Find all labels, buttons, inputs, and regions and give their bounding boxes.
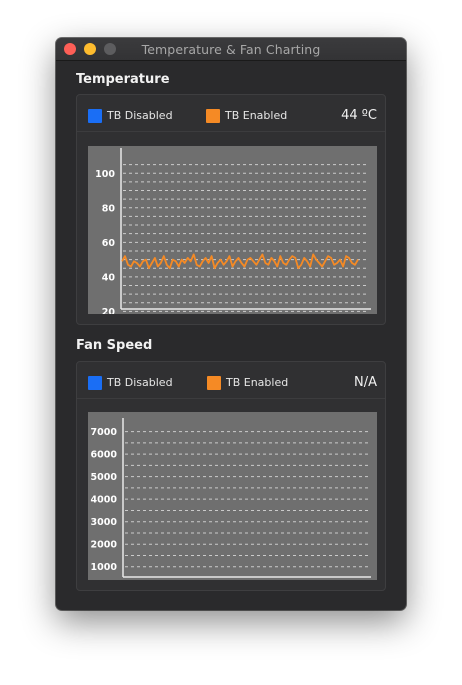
y-tick-label: 3000 (91, 517, 118, 528)
y-tick-label: 2000 (91, 540, 118, 551)
app-window: Temperature & Fan Charting Temperature T… (56, 38, 406, 610)
y-tick-label: 1000 (91, 562, 118, 573)
fan-speed-readout: N/A (354, 375, 377, 390)
tb-enabled-series-line (121, 253, 359, 270)
title-bar[interactable]: Temperature & Fan Charting (56, 38, 406, 61)
tb-enabled-label: TB Enabled (226, 376, 289, 389)
tb-disabled-swatch (88, 376, 102, 390)
y-tick-label: 5000 (91, 472, 118, 483)
fan-speed-chart: 7000 6000 5000 4000 3000 2000 1000 (88, 412, 377, 580)
y-tick-label: 60 (102, 238, 116, 249)
y-tick-label: 20 (102, 307, 116, 314)
y-tick-label: 6000 (91, 450, 118, 461)
fan-speed-chart-svg: 7000 6000 5000 4000 3000 2000 1000 (91, 418, 371, 578)
zoom-window-button[interactable] (104, 43, 116, 55)
temperature-chart: 100 80 60 40 20 (88, 146, 377, 314)
temperature-panel: TB Disabled TB Enabled 44 ºC 100 80 60 40 20 (76, 94, 386, 325)
temperature-readout: 44 ºC (341, 108, 377, 123)
tb-disabled-swatch (88, 109, 102, 123)
temperature-section-title: Temperature (76, 72, 170, 87)
tb-disabled-label: TB Disabled (107, 109, 173, 122)
close-window-button[interactable] (64, 43, 76, 55)
tb-enabled-label: TB Enabled (225, 109, 288, 122)
temperature-chart-svg: 100 80 60 40 20 (95, 148, 371, 314)
temperature-legend: TB Disabled TB Enabled 44 ºC (77, 95, 385, 132)
tb-enabled-swatch (206, 109, 220, 123)
fan-speed-panel: TB Disabled TB Enabled N/A 7000 6000 5000 4… (76, 361, 386, 591)
y-tick-label: 7000 (91, 427, 118, 438)
y-tick-label: 100 (95, 169, 115, 180)
fan-speed-legend: TB Disabled TB Enabled N/A (77, 362, 385, 399)
window-title: Temperature & Fan Charting (141, 42, 321, 57)
minimize-window-button[interactable] (84, 43, 96, 55)
y-tick-label: 40 (102, 272, 116, 283)
tb-disabled-label: TB Disabled (107, 376, 173, 389)
y-tick-label: 80 (102, 203, 116, 214)
y-tick-label: 4000 (91, 495, 118, 506)
fan-speed-section-title: Fan Speed (76, 338, 153, 353)
tb-enabled-swatch (207, 376, 221, 390)
